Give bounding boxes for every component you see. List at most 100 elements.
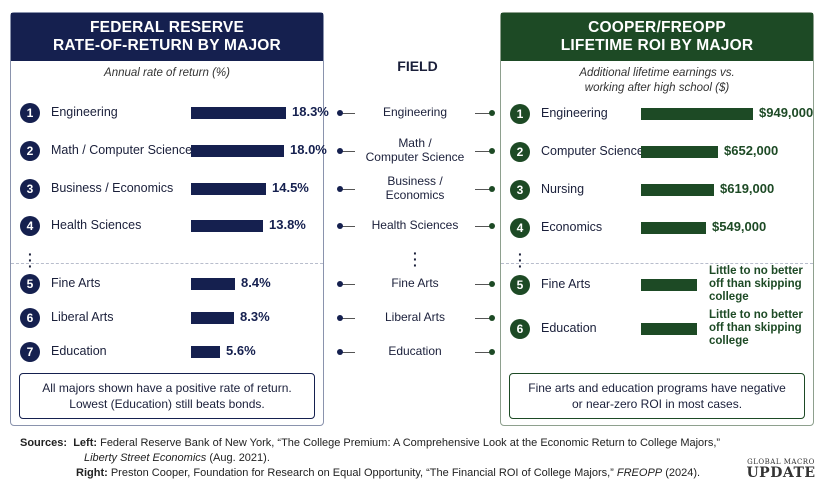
freopp-bar-label: Computer Science xyxy=(541,144,644,158)
field-label: Education xyxy=(355,344,475,358)
freopp-bar-near-zero xyxy=(641,323,697,335)
field-connector-dot-left xyxy=(337,349,343,355)
freopp-bar-value: $949,000 xyxy=(759,105,814,120)
fed-rank-badge: 4 xyxy=(20,216,40,236)
sources-left-publication: Liberty Street Economics xyxy=(84,452,207,464)
field-label-line: Health Sciences xyxy=(371,218,459,232)
fed-bar-value: 13.8% xyxy=(269,217,306,232)
fed-bar-value: 14.5% xyxy=(272,180,309,195)
sources-left-text: Federal Reserve Bank of New York, “The C… xyxy=(100,437,721,449)
fed-bar-row: 3 Business / Economics 14.5% xyxy=(11,175,323,205)
field-connector-dot-right xyxy=(489,223,495,229)
global-macro-update-logo: GLOBAL MACRO UPDATE xyxy=(744,458,818,481)
fed-bar-row: 7 Education 5.6% xyxy=(11,338,323,368)
field-label: Liberal Arts xyxy=(355,310,475,324)
sources-footer: Sources: Left: Federal Reserve Bank of N… xyxy=(20,436,760,481)
field-header: FIELD xyxy=(397,58,438,74)
logo-line1: GLOBAL MACRO xyxy=(747,458,815,466)
fed-panel-title-line2: RATE-OF-RETURN BY MAJOR xyxy=(53,37,281,54)
field-label-line: Liberal Arts xyxy=(384,310,446,324)
freopp-bar-value: $619,000 xyxy=(720,181,775,196)
freopp-rank-badge: 4 xyxy=(510,218,530,238)
fed-bar xyxy=(191,278,235,290)
fed-bar-row: 2 Math / Computer Science 18.0% xyxy=(11,137,327,167)
fed-bar xyxy=(191,183,266,195)
field-label-line: Economics xyxy=(385,188,445,202)
fed-bar-label: Health Sciences xyxy=(51,218,142,232)
freopp-bar xyxy=(641,108,753,120)
freopp-bar xyxy=(641,222,706,234)
field-connector-dot-right xyxy=(489,281,495,287)
freopp-bar-label: Education xyxy=(541,321,597,335)
fed-bar-label: Liberal Arts xyxy=(51,310,114,324)
field-label-line: Math / xyxy=(398,136,432,150)
freopp-bar-row: 5 Fine Arts Little to no better off than s… xyxy=(501,265,813,303)
field-label-line: Education xyxy=(388,344,442,358)
fed-bar xyxy=(191,107,286,119)
fed-bar-label: Education xyxy=(51,344,107,358)
field-connector-dot-right xyxy=(489,110,495,116)
freopp-bar-label: Nursing xyxy=(541,182,585,196)
fed-bar-label: Business / Economics xyxy=(51,181,174,195)
fed-summary-line1: All majors shown have a positive rate of… xyxy=(42,381,292,395)
field-connector-dot-right xyxy=(489,315,495,321)
fed-summary-line2: Lowest (Education) still beats bonds. xyxy=(69,397,265,411)
freopp-bar-near-zero xyxy=(641,279,697,291)
freopp-panel-header: COOPER/FREOPP LIFETIME ROI BY MAJOR xyxy=(501,13,813,61)
freopp-bar-row: 2 Computer Science $652,000 xyxy=(501,138,813,168)
fed-bar-row: 1 Engineering 18.3% xyxy=(11,99,329,129)
fed-panel-title-line1: FEDERAL RESERVE xyxy=(89,19,245,36)
fed-rank-badge: 7 xyxy=(20,342,40,362)
field-label-line: Engineering xyxy=(382,105,448,119)
freopp-bar-label: Engineering xyxy=(541,106,608,120)
freopp-bar-note: Little to no better off than skipping co… xyxy=(709,265,803,303)
freopp-summary-line2: or near-zero ROI in most cases. xyxy=(571,397,743,411)
freopp-bar-value: $652,000 xyxy=(724,143,779,158)
freopp-subtitle-line2: working after high school ($) xyxy=(584,82,730,94)
freopp-rank-badge: 6 xyxy=(510,319,530,339)
freopp-bar-label: Economics xyxy=(541,220,603,234)
fed-bar-value: 5.6% xyxy=(226,343,256,358)
field-connector-dot-left xyxy=(337,223,343,229)
fed-bar xyxy=(191,346,220,358)
freopp-rank-badge: 2 xyxy=(510,142,530,162)
fed-rank-badge: 3 xyxy=(20,179,40,199)
freopp-bar-row: 4 Economics $549,000 xyxy=(501,214,813,244)
field-label: Health Sciences xyxy=(355,218,475,232)
freopp-bar-row: 6 Education Little to no better off than s… xyxy=(501,309,813,347)
freopp-bar-value: $549,000 xyxy=(712,219,767,234)
freopp-panel-title-line2: LIFETIME ROI BY MAJOR xyxy=(560,37,754,54)
fed-bar-value: 8.3% xyxy=(240,309,270,324)
field-connector-dot-left xyxy=(337,110,343,116)
fed-bar-value: 18.3% xyxy=(292,104,329,119)
freopp-bar-note: Little to no better off than skipping co… xyxy=(709,309,803,347)
fed-bar-value: 18.0% xyxy=(290,142,327,157)
freopp-subtitle-line1: Additional lifetime earnings vs. xyxy=(579,67,735,79)
freopp-panel-title-line1: COOPER/FREOPP xyxy=(588,19,726,36)
sources-left-label: Left: xyxy=(73,437,98,449)
field-connector-dot-left xyxy=(337,148,343,154)
freopp-summary-box: Fine arts and education programs have ne… xyxy=(509,373,805,419)
field-label: Engineering xyxy=(355,105,475,119)
fed-bar-label: Engineering xyxy=(51,105,118,119)
freopp-rank-badge: 5 xyxy=(510,275,530,295)
freopp-panel: COOPER/FREOPP LIFETIME ROI BY MAJOR Addi… xyxy=(500,12,814,426)
field-connector-dot-right xyxy=(489,148,495,154)
fed-bar-label: Math / Computer Science xyxy=(51,143,193,157)
fed-rank-badge: 5 xyxy=(20,274,40,294)
fed-bar-row: 4 Health Sciences 13.8% xyxy=(11,212,323,242)
field-connector-dot-right xyxy=(489,349,495,355)
fed-bar xyxy=(191,312,234,324)
fed-summary-box: All majors shown have a positive rate of… xyxy=(19,373,315,419)
freopp-bar xyxy=(641,184,714,196)
freopp-divider xyxy=(501,263,813,264)
sources-right-date: (2024). xyxy=(665,467,701,479)
field-ellipsis: · · · xyxy=(413,245,418,273)
freopp-bar-row: 3 Nursing $619,000 xyxy=(501,176,813,206)
fed-panel-header: FEDERAL RESERVE RATE-OF-RETURN BY MAJOR xyxy=(11,13,323,61)
fed-divider xyxy=(11,263,323,264)
freopp-bar-label: Fine Arts xyxy=(541,277,591,291)
fed-reserve-panel: FEDERAL RESERVE RATE-OF-RETURN BY MAJOR … xyxy=(10,12,329,426)
freopp-ellipsis: · · · xyxy=(518,246,523,274)
field-label: Business / Economics xyxy=(355,174,475,202)
